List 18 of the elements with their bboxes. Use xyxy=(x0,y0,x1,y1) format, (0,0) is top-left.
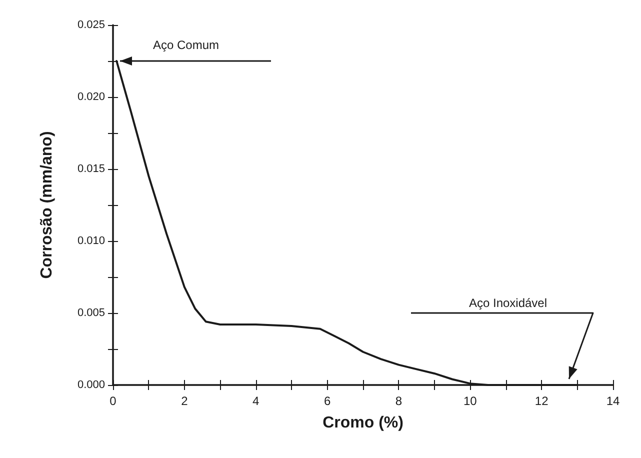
x-tick-label: 14 xyxy=(606,394,620,408)
y-axis-title: Corrosão (mm/ano) xyxy=(38,131,56,279)
y-tick-label: 0.020 xyxy=(77,91,105,103)
y-tick-label: 0.015 xyxy=(77,163,105,175)
annotation: Aço Inoxidável xyxy=(468,296,548,310)
x-axis-title: Cromo (%) xyxy=(322,414,404,432)
y-tick-label: 0.025 xyxy=(77,19,105,31)
x-tick-label: 0 xyxy=(110,394,117,408)
x-tick-label: 2 xyxy=(181,394,188,408)
x-tick-label: 12 xyxy=(534,394,549,408)
y-tick-label: 0.000 xyxy=(77,379,105,391)
x-tick-label: 4 xyxy=(252,394,260,408)
annotation: Aço Comum xyxy=(152,38,220,52)
x-tick-label: 10 xyxy=(463,394,478,408)
x-tick-label: 8 xyxy=(395,394,402,408)
y-tick-label: 0.010 xyxy=(77,235,105,247)
y-tick-label: 0.005 xyxy=(77,307,105,319)
x-tick-label: 6 xyxy=(324,394,331,408)
